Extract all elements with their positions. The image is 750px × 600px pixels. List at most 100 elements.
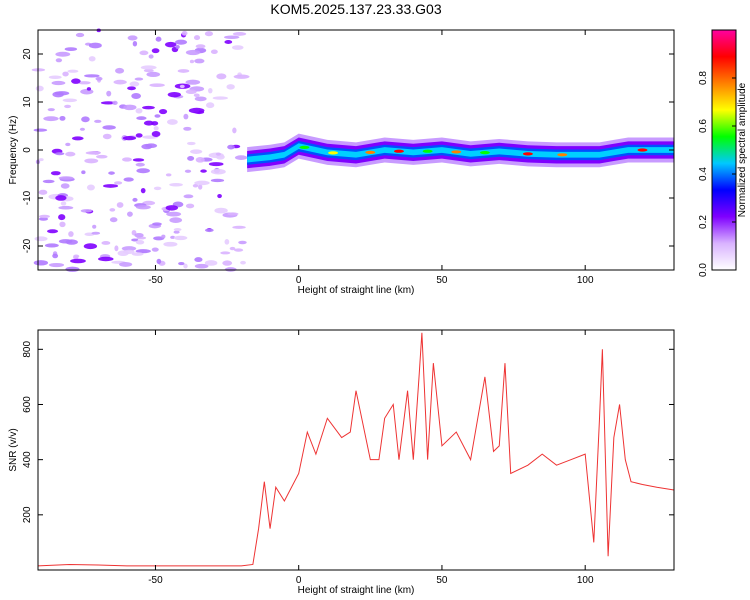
noise-speckle <box>38 214 50 219</box>
noise-speckle <box>186 141 196 146</box>
noise-speckle <box>123 104 137 111</box>
noise-speckle <box>224 40 233 44</box>
noise-speckle <box>139 50 149 56</box>
noise-speckle <box>132 40 138 47</box>
x-tick-label: 100 <box>577 575 594 586</box>
noise-speckle <box>229 246 236 251</box>
noise-speckle <box>65 266 80 272</box>
noise-speckle <box>55 51 71 57</box>
noise-speckle <box>102 184 119 188</box>
y-tick-label: 600 <box>22 396 33 413</box>
noise-speckle <box>187 156 195 161</box>
noise-speckle <box>81 170 86 175</box>
noise-speckle <box>194 96 207 102</box>
noise-speckle <box>156 258 162 264</box>
noise-speckle <box>178 261 185 266</box>
noise-speckle <box>224 239 230 245</box>
noise-speckle <box>185 203 195 209</box>
noise-speckle <box>175 39 188 45</box>
x-tick-label: 0 <box>296 575 302 586</box>
noise-speckle <box>161 234 166 239</box>
noise-speckle <box>194 180 210 186</box>
noise-speckle <box>58 205 74 210</box>
noise-speckle <box>215 152 221 156</box>
noise-speckle <box>165 173 172 177</box>
noise-speckle <box>188 107 205 114</box>
ridge-core <box>247 143 674 163</box>
noise-speckle <box>204 228 214 233</box>
noise-speckle <box>208 162 224 167</box>
noise-speckle <box>194 58 205 64</box>
x-tick-label: 0 <box>296 275 302 286</box>
noise-speckle <box>116 202 124 208</box>
noise-speckle <box>227 212 239 216</box>
noise-speckle <box>149 83 165 88</box>
ridge-hot-spot <box>365 150 376 154</box>
noise-speckle <box>165 205 179 211</box>
ridge-hot-spot <box>557 153 568 157</box>
noise-speckle <box>47 229 59 234</box>
noise-speckle <box>59 115 66 121</box>
noise-speckle <box>151 48 160 54</box>
noise-speckle <box>68 231 74 237</box>
noise-speckle <box>95 154 108 159</box>
noise-speckle <box>223 35 240 40</box>
noise-speckle <box>101 240 111 245</box>
snr-panel: -50 0 50 100 200 400 600 800 Height of straight… <box>8 329 675 596</box>
noise-speckle <box>44 243 59 248</box>
noise-speckle <box>184 169 192 173</box>
colorbar-frame <box>711 29 737 271</box>
noise-speckle <box>220 251 231 255</box>
ridge-hot-spot <box>393 149 404 153</box>
noise-speckle <box>166 119 178 125</box>
noise-speckle <box>146 71 161 78</box>
noise-speckle <box>54 91 70 96</box>
top-y-axis-label: Frequency (Hz) <box>8 116 19 185</box>
noise-speckle <box>185 49 201 56</box>
noise-speckle <box>109 217 118 223</box>
noise-speckle <box>71 136 84 141</box>
noise-speckle <box>100 101 116 105</box>
noise-speckle <box>65 151 76 157</box>
noise-speckle <box>50 171 61 176</box>
y-tick-label: 10 <box>22 96 33 108</box>
noise-speckle <box>132 197 138 202</box>
noise-speckle <box>212 96 228 100</box>
noise-speckle <box>108 171 115 175</box>
ridge-hot-spot <box>422 149 433 153</box>
noise-speckle <box>234 248 244 252</box>
noise-speckle <box>81 116 90 123</box>
noise-speckle <box>106 90 112 97</box>
noise-speckle <box>47 108 55 112</box>
noise-speckle <box>73 254 80 259</box>
top-axis-ticks: -50 0 50 100 -20 -10 0 10 20 <box>22 30 674 286</box>
noise-speckle <box>119 262 133 267</box>
x-tick-label: 50 <box>436 575 448 586</box>
noise-speckle <box>155 36 162 42</box>
noise-speckle <box>129 81 140 87</box>
noise-speckle <box>62 98 78 103</box>
noise-speckle <box>169 217 183 224</box>
noise-speckle <box>217 193 222 199</box>
noise-speckle <box>42 179 55 184</box>
noise-speckle <box>38 158 44 162</box>
noise-speckle <box>153 186 162 191</box>
noise-speckle <box>190 149 203 154</box>
noise-speckle <box>234 155 248 160</box>
noise-speckle <box>83 243 98 250</box>
noise-speckle <box>123 177 134 182</box>
noise-speckle <box>142 105 155 110</box>
noise-speckle <box>210 168 226 175</box>
x-tick-label: 50 <box>436 275 448 286</box>
noise-speckle <box>204 260 218 266</box>
noise-speckle <box>135 249 151 254</box>
figure-title: KOM5.2025.137.23.33.G03 <box>270 1 441 17</box>
noise-speckle <box>95 76 103 81</box>
noise-speckle <box>153 126 159 131</box>
noise-speckle <box>122 157 132 162</box>
noise-speckle <box>136 116 147 121</box>
noise-speckle <box>181 30 188 36</box>
noise-speckle <box>210 49 218 55</box>
noise-speckle <box>134 232 144 238</box>
